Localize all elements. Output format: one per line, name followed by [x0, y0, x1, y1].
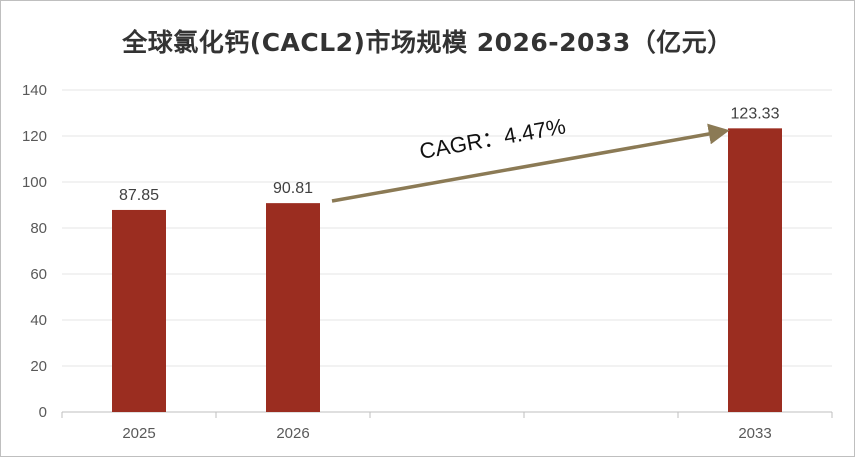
- data-label-2033: 123.33: [731, 105, 780, 122]
- y-tick-label: 80: [30, 220, 47, 237]
- y-tick-label: 120: [22, 128, 47, 145]
- bar-2025: [112, 209, 166, 412]
- y-axis-ticks: 0 20 40 60 80 100 120 140: [22, 82, 47, 421]
- x-tick-label-2033: 2033: [738, 425, 771, 442]
- bar-2033: [728, 128, 782, 412]
- data-labels: 87.85 90.81 123.33: [119, 105, 780, 204]
- y-tick-label: 20: [30, 358, 47, 375]
- y-tick-label: 100: [22, 174, 47, 191]
- cagr-arrow: [331, 123, 730, 203]
- y-tick-label: 140: [22, 82, 47, 99]
- chart-title: 全球氯化钙(CACL2)市场规模 2026-2033（亿元）: [122, 28, 733, 57]
- y-tick-label: 0: [39, 404, 47, 421]
- y-tick-label: 40: [30, 312, 47, 329]
- cagr-annotation: CAGR：4.47%: [331, 113, 730, 203]
- data-label-2025: 87.85: [119, 187, 159, 204]
- x-axis-ticks: 2025 2026 2033: [122, 425, 771, 442]
- bar-2026: [266, 203, 320, 412]
- data-label-2026: 90.81: [273, 180, 313, 197]
- cagr-label: CAGR：4.47%: [417, 113, 567, 164]
- x-tick-label-2026: 2026: [276, 425, 309, 442]
- y-tick-label: 60: [30, 266, 47, 283]
- x-tick-label-2025: 2025: [122, 425, 155, 442]
- bars: [112, 128, 782, 412]
